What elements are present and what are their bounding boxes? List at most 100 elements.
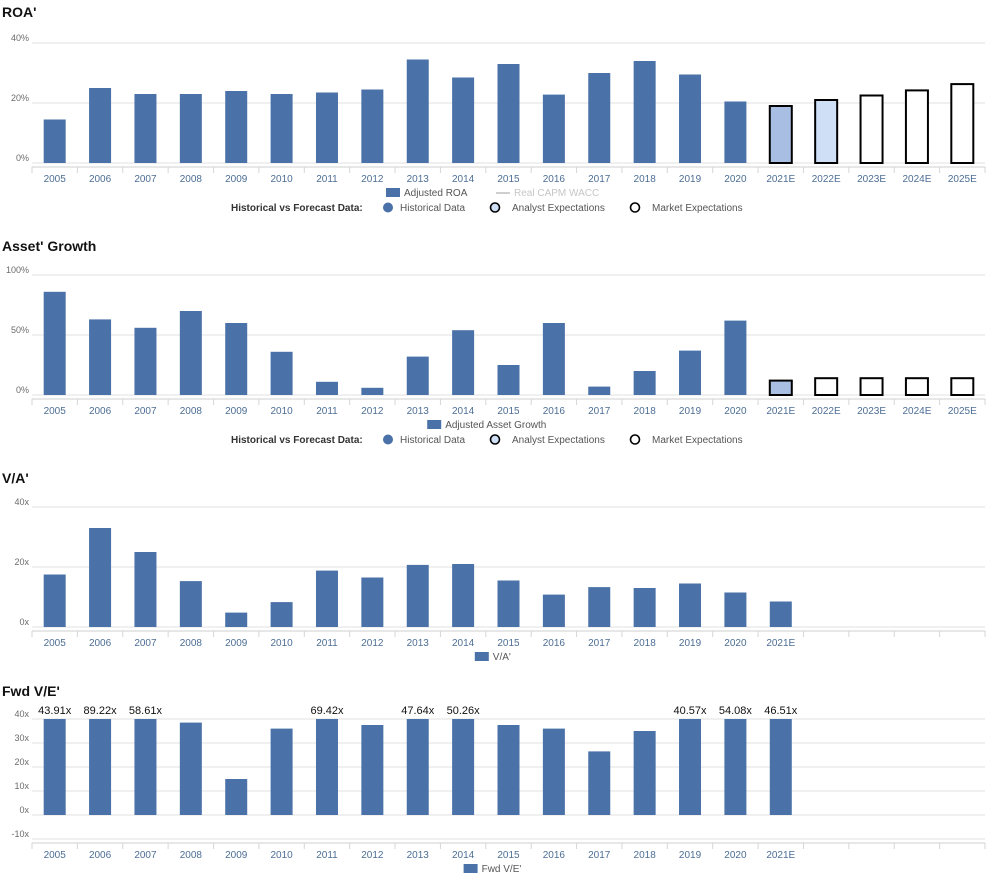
roa-bar-2010 [270, 94, 293, 163]
va-x-label-2014: 2014 [452, 638, 475, 649]
va-legend-swatch [474, 652, 489, 661]
fwd-ve-y-tick-label: 40x [14, 709, 29, 719]
asset-growth-bar-2013 [406, 356, 429, 395]
fwd-ve-y-tick-label: -10x [11, 829, 29, 839]
va-bar-2017 [588, 587, 611, 627]
va-y-tick-label: 40x [14, 497, 29, 507]
roa-x-label-2022E: 2022E [812, 174, 841, 185]
roa-x-label-2018: 2018 [634, 174, 657, 185]
roa-legend-historical: Historical Data [400, 203, 465, 214]
roa-bar-2006 [89, 88, 112, 163]
fwd-ve-bar-2010 [270, 728, 293, 815]
va-chart-title: V/A' [2, 470, 29, 486]
asset-growth-bar-2007 [134, 327, 157, 395]
roa-bar-2017 [588, 73, 611, 163]
va-x-label-2015: 2015 [497, 638, 520, 649]
fwd-ve-bar-2021E [769, 719, 792, 815]
asset-growth-x-label-2024E: 2024E [902, 406, 931, 417]
asset-growth-bar-2012 [361, 387, 384, 395]
fwd-ve-data-label-2011: 69.42x [310, 705, 344, 717]
asset-growth-x-label-2019: 2019 [679, 406, 702, 417]
va-x-label-2019: 2019 [679, 638, 702, 649]
asset-growth-x-label-2020: 2020 [724, 406, 747, 417]
asset-growth-bar-2022E [814, 377, 839, 397]
fwd-ve-legend-label: Fwd V/E' [482, 864, 522, 875]
fwd-ve-bar-2020 [724, 719, 747, 815]
roa-legend-analyst-dot [489, 202, 501, 213]
asset-growth-legend-historical-dot [383, 434, 393, 445]
asset-growth-x-label-2013: 2013 [407, 406, 430, 417]
fwd-ve-x-label-2019: 2019 [679, 850, 702, 861]
fwd-ve-y-tick-label: 10x [14, 781, 29, 791]
va-x-label-2006: 2006 [89, 638, 112, 649]
fwd-ve-legend-swatch [463, 864, 478, 873]
asset-growth-bar-2014 [452, 330, 475, 395]
roa-bar-2019 [679, 74, 702, 163]
va-bar-2015 [497, 580, 520, 627]
asset-growth-x-label-2025E: 2025E [948, 406, 977, 417]
fwd-ve-x-label-2017: 2017 [588, 850, 611, 861]
roa-bar-2013 [406, 59, 429, 163]
roa-legend-market-dot [629, 202, 641, 213]
roa-x-label-2011: 2011 [316, 174, 338, 185]
va-x-label-2018: 2018 [634, 638, 657, 649]
asset-growth-bar-2011 [315, 381, 338, 395]
asset-growth-legend-analyst: Analyst Expectations [512, 435, 605, 446]
roa-x-label-2012: 2012 [361, 174, 384, 185]
va-bar-2011 [315, 570, 338, 627]
roa-bar-2021E [768, 105, 793, 164]
va-x-label-2010: 2010 [270, 638, 293, 649]
asset-growth-y-tick-label: 50% [11, 325, 29, 335]
fwd-ve-bar-2013 [406, 719, 429, 815]
fwd-ve-bar-2009 [225, 779, 248, 815]
asset-growth-bar-2015 [497, 365, 520, 395]
roa-bar-2023E [859, 94, 884, 164]
va-x-label-2020: 2020 [724, 638, 747, 649]
roa-legend-analyst: Analyst Expectations [512, 203, 605, 214]
roa-bar-2011 [315, 92, 338, 163]
fwd-ve-y-tick-label: 0x [19, 805, 29, 815]
asset-growth-legend-historical: Historical Data [400, 435, 465, 446]
fwd-ve-data-label-2019: 40.57x [674, 705, 708, 717]
va-bar-2021E [769, 601, 792, 627]
va-bar-2013 [406, 564, 429, 627]
roa-x-label-2020: 2020 [724, 174, 747, 185]
roa-x-label-2006: 2006 [89, 174, 112, 185]
asset-growth-x-label-2009: 2009 [225, 406, 248, 417]
asset-growth-legend-market: Market Expectations [652, 435, 743, 446]
asset-growth-bar-2019 [679, 350, 702, 395]
va-x-label-2017: 2017 [588, 638, 611, 649]
va-y-tick-label: 0x [19, 617, 29, 627]
fwd-ve-data-label-2021E: 46.51x [764, 705, 798, 717]
asset-growth-bar-2017 [588, 386, 611, 395]
va-bar-2007 [134, 552, 157, 627]
asset-growth-bar-2025E [950, 377, 975, 397]
va-bar-2005 [43, 574, 66, 627]
roa-bar-2024E [904, 89, 929, 164]
asset-growth-x-label-2021E: 2021E [766, 406, 795, 417]
asset-growth-x-label-2015: 2015 [497, 406, 520, 417]
va-x-label-2021E: 2021E [766, 638, 795, 649]
fwd-ve-bar-2011 [315, 719, 338, 815]
asset-growth-bar-2005 [43, 291, 66, 395]
asset-growth-bar-2010 [270, 351, 293, 395]
asset-growth-x-label-2010: 2010 [270, 406, 293, 417]
va-x-label-2011: 2011 [316, 638, 338, 649]
roa-x-label-2005: 2005 [44, 174, 67, 185]
asset-growth-legend-swatch [427, 420, 442, 429]
roa-x-label-2023E: 2023E [857, 174, 886, 185]
fwd-ve-bar-2019 [679, 719, 702, 815]
va-bar-2010 [270, 602, 293, 627]
asset-growth-legend-analyst-dot [489, 434, 501, 445]
va-x-label-2005: 2005 [44, 638, 67, 649]
fwd-ve-x-label-2020: 2020 [724, 850, 747, 861]
va-x-label-2013: 2013 [407, 638, 430, 649]
asset-growth-bar-2008 [179, 311, 202, 395]
roa-x-label-2010: 2010 [270, 174, 293, 185]
va-bar-2018 [633, 588, 656, 627]
va-bar-2020 [724, 592, 747, 627]
fwd-ve-data-label-2005: 43.91x [38, 705, 72, 717]
fwd-ve-bar-2015 [497, 725, 520, 815]
fwd-ve-data-label-2007: 58.61x [129, 705, 163, 717]
va-bar-2009 [225, 612, 248, 627]
